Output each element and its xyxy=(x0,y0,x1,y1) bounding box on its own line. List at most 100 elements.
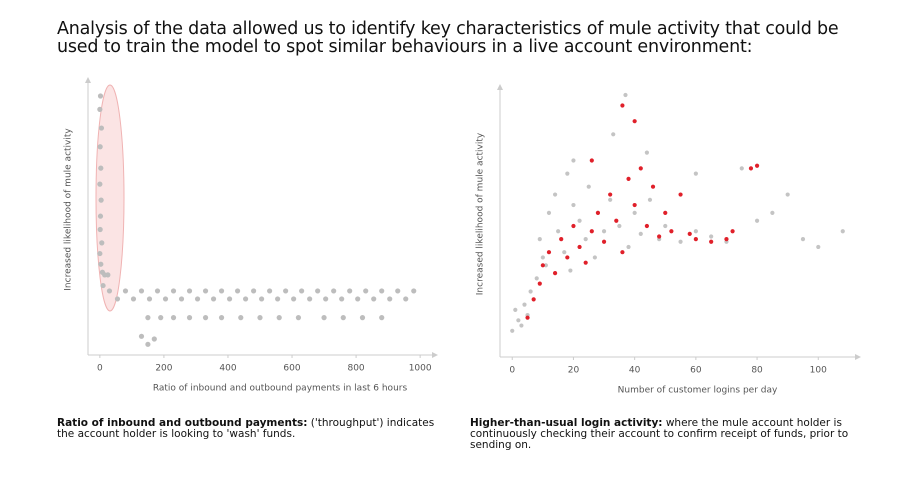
point xyxy=(650,184,656,189)
point xyxy=(657,234,662,239)
point xyxy=(620,103,625,108)
point xyxy=(571,202,576,208)
point xyxy=(267,288,273,294)
point xyxy=(601,229,607,234)
x-tick-label: 40 xyxy=(629,366,641,376)
point xyxy=(519,323,524,328)
point xyxy=(242,296,249,302)
point xyxy=(626,244,631,250)
point xyxy=(210,296,217,302)
point xyxy=(678,239,683,244)
caption-bold: Higher-than-usual login activity: xyxy=(470,417,663,429)
point xyxy=(371,296,377,302)
caption-text: ('throughput') indicates the account hol… xyxy=(57,417,435,440)
point xyxy=(299,288,305,294)
point xyxy=(194,296,201,302)
x-axis-label: Ratio of inbound and outbound payments i… xyxy=(153,384,408,394)
point xyxy=(186,288,193,294)
point xyxy=(693,237,698,242)
point xyxy=(146,296,153,302)
point xyxy=(379,288,385,294)
point xyxy=(291,296,297,302)
point xyxy=(98,125,105,131)
x-tick-label: 0 xyxy=(97,364,103,374)
point xyxy=(234,288,241,294)
point xyxy=(105,272,111,278)
point xyxy=(754,163,760,168)
point xyxy=(340,315,346,321)
point xyxy=(552,271,558,276)
point xyxy=(754,218,760,223)
x-tick-label: 1000 xyxy=(409,364,432,374)
point xyxy=(565,171,570,176)
point xyxy=(114,296,121,302)
point xyxy=(170,315,177,321)
point xyxy=(785,192,790,197)
point xyxy=(559,237,564,242)
x-tick-label: 80 xyxy=(751,366,763,376)
point xyxy=(543,263,549,268)
point xyxy=(565,255,570,260)
point xyxy=(238,315,244,321)
point xyxy=(295,315,302,321)
point xyxy=(178,296,185,302)
point xyxy=(98,197,104,203)
point xyxy=(98,261,104,267)
point xyxy=(525,315,530,320)
x-tick-label: 20 xyxy=(568,366,580,376)
y-arrow xyxy=(497,84,503,90)
point xyxy=(151,336,157,342)
point xyxy=(100,282,106,289)
point xyxy=(534,276,539,281)
point xyxy=(145,315,151,321)
point xyxy=(531,297,536,302)
point xyxy=(106,288,113,294)
point xyxy=(339,296,345,302)
point xyxy=(379,315,385,321)
point xyxy=(678,192,683,197)
point xyxy=(355,296,361,302)
point xyxy=(608,197,613,202)
point xyxy=(589,158,594,163)
point xyxy=(748,166,754,171)
point xyxy=(97,250,103,257)
point xyxy=(644,223,649,229)
point xyxy=(347,288,353,294)
point xyxy=(632,202,637,208)
point xyxy=(568,268,573,273)
point xyxy=(571,158,576,163)
point xyxy=(537,281,542,286)
point xyxy=(307,296,313,302)
x-arrow xyxy=(855,354,861,360)
point xyxy=(130,296,137,302)
point xyxy=(403,296,409,302)
point xyxy=(663,210,668,215)
point xyxy=(800,237,806,242)
point xyxy=(644,150,649,155)
point xyxy=(510,328,515,333)
point xyxy=(162,296,169,302)
point xyxy=(687,231,692,236)
point xyxy=(99,240,105,246)
point xyxy=(411,288,417,294)
point xyxy=(387,296,393,302)
point xyxy=(840,229,845,234)
point xyxy=(226,296,233,302)
point xyxy=(546,210,552,215)
point xyxy=(546,250,552,255)
point xyxy=(739,166,744,171)
point xyxy=(138,288,145,294)
point xyxy=(586,184,591,189)
point xyxy=(626,176,631,181)
point xyxy=(693,171,698,176)
heading: Analysis of the data allowed us to ident… xyxy=(57,19,839,57)
caption-bold: Ratio of inbound and outbound payments: xyxy=(57,417,308,429)
caption-text: where the mule account holder is continu… xyxy=(470,417,849,451)
x-tick-label: 200 xyxy=(155,364,172,374)
point xyxy=(552,192,558,197)
point xyxy=(331,288,337,294)
point xyxy=(202,288,209,294)
point xyxy=(724,237,729,242)
point xyxy=(97,106,103,112)
